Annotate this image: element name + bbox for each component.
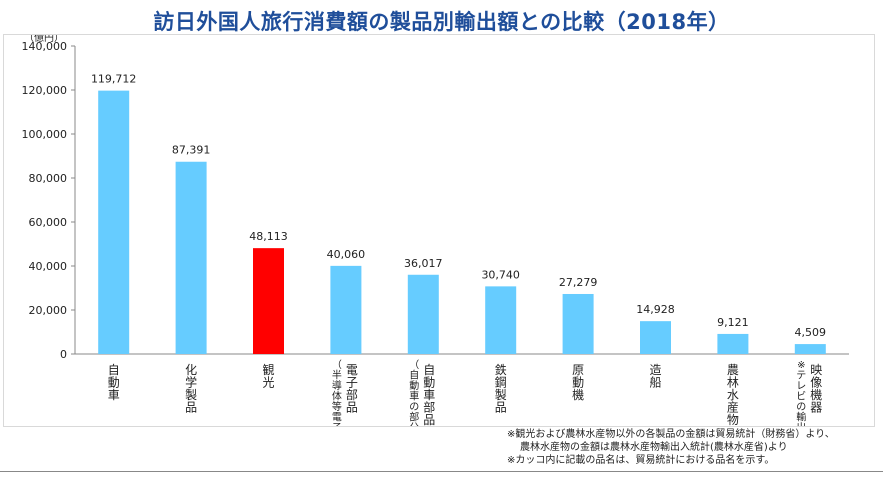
data-label: 30,740 (481, 268, 520, 281)
y-tick-label: 60,000 (29, 216, 68, 229)
x-category-label: 映像機器 (810, 363, 822, 415)
chart-frame: （億円） 140,000 120,000 100,000 80,000 60,000 40,… (3, 34, 875, 427)
y-tick-label: 20,000 (29, 304, 68, 317)
x-category-sublabel: （自動車の部分品） (409, 359, 419, 426)
data-label: 14,928 (636, 303, 675, 316)
bar (794, 344, 826, 354)
data-label: 27,279 (559, 276, 598, 289)
y-tick-label: 80,000 (29, 172, 68, 185)
bar (253, 248, 284, 354)
data-label: 40,060 (327, 248, 366, 261)
bar (717, 333, 749, 354)
x-category-label: 自動車部品 (423, 363, 435, 426)
x-category-label: 農林水産物 (727, 363, 739, 426)
data-label: 119,712 (91, 73, 137, 86)
x-category-sublabel: （半導体等電子部品） (332, 359, 342, 426)
y-axis-unit-label: （億円） (24, 35, 64, 44)
x-category-label: 造船 (649, 363, 661, 390)
y-tick-label: 100,000 (22, 128, 68, 141)
data-label: 36,017 (404, 257, 443, 270)
bar (562, 293, 594, 354)
y-tick-label: 40,000 (29, 260, 68, 273)
x-category-label: 自動車 (108, 363, 120, 402)
x-category-label: 鉄鋼製品 (495, 362, 507, 415)
footnotes: ※観光および農林水産物以外の各製品の金額は貿易統計（財務省）より、 農林水産物の… (507, 428, 835, 467)
data-label: 4,509 (795, 326, 827, 339)
x-category-label: 観光 (262, 363, 274, 390)
x-category-label: 化学製品 (185, 363, 197, 415)
footnote-1: ※観光および農林水産物以外の各製品の金額は貿易統計（財務省）より、 (507, 429, 835, 440)
bottom-divider (0, 471, 883, 472)
x-category-label: 電子部品 (346, 363, 358, 415)
data-label: 9,121 (717, 316, 749, 329)
data-label: 87,391 (172, 144, 211, 157)
y-tick-label: 120,000 (22, 84, 68, 97)
bar (330, 265, 362, 354)
x-category-sublabel: ※テレビの輸出額を含む (796, 360, 806, 426)
data-label: 48,113 (249, 230, 288, 243)
y-tick-label: 0 (60, 348, 67, 361)
bar (407, 274, 439, 354)
bar (98, 90, 130, 354)
bar (640, 321, 671, 354)
bar (175, 161, 207, 354)
bar-chart: （億円）140,000 120,000 100,000 80,000 60,000 40,… (22, 35, 849, 426)
y-tick-label: 140,000 (22, 40, 68, 53)
bar (485, 286, 517, 354)
footnote-2: 農林水産物の金額は農林水産物輸出入統計(農林水産省)より (520, 442, 788, 453)
footnote-3: ※カッコ内に記載の品名は、貿易統計における品名を示す。 (507, 455, 775, 466)
x-category-label: 原動機 (572, 363, 584, 402)
chart-title: 訪日外国人旅行消費額の製品別輸出額との比較（2018年） (153, 10, 730, 34)
